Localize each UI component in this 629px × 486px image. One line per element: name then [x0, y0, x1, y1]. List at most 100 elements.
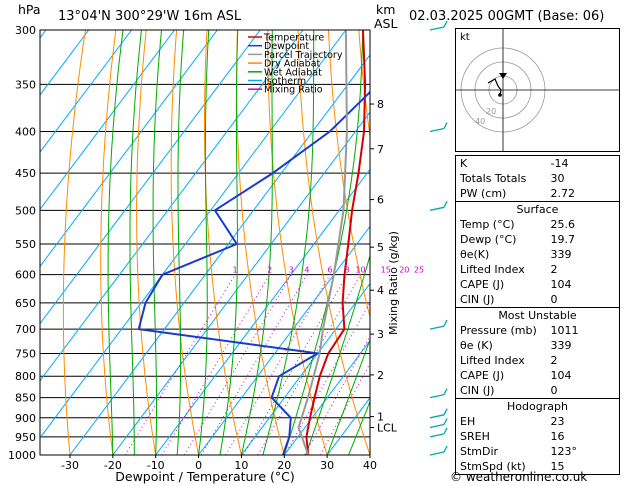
most-unstable-index-value: 0	[550, 384, 558, 397]
background-lines	[40, 30, 370, 455]
isotherm	[40, 30, 304, 382]
hodograph-title: Hodograph	[507, 400, 568, 413]
legend-entry: Temperature	[263, 33, 324, 44]
legend-entry: Parcel Trajectory	[264, 50, 343, 61]
dry-adiabat	[62, 30, 86, 455]
hodograph-index-row: StmDir 123°	[456, 444, 619, 459]
wet-adiabat	[176, 30, 185, 455]
isotherm	[69, 54, 370, 455]
wind-barb-staff	[429, 206, 445, 211]
wind-barb	[429, 201, 448, 211]
dry-adiabat	[170, 30, 200, 455]
wind-barb-staff	[429, 26, 445, 31]
wind-barb-flag	[443, 418, 448, 425]
isotherm	[40, 30, 133, 153]
height-tick-label: 1	[377, 411, 384, 424]
mixing-ratio-label: 10	[355, 266, 365, 275]
pressure-tick-label: 750	[15, 347, 36, 360]
wind-barb-staff	[429, 393, 445, 399]
pressure-tick-label: 550	[15, 238, 36, 251]
height-tick-label: 6	[377, 194, 384, 207]
dry-adiabat	[204, 30, 242, 455]
dewpoint-line	[137, 90, 370, 455]
most-unstable-index-row: CIN (J) 0	[456, 383, 619, 398]
pressure-tick-label: 950	[15, 431, 36, 444]
most-unstable-index-value: 339	[550, 339, 572, 352]
surface-index-row: θe(K) 339	[456, 247, 619, 262]
pressure-tick-label: 700	[15, 323, 36, 336]
hodograph-index-label: EH	[460, 415, 476, 428]
mixing-ratio-line	[184, 274, 292, 455]
wind-barb	[429, 427, 448, 438]
surface-index-value: 19.7	[550, 233, 576, 246]
x-axis-title: Dewpoint / Temperature (°C)	[115, 469, 294, 484]
mixing-ratio-label: 8	[344, 266, 349, 275]
temperature-tick-label: 40	[363, 459, 377, 472]
pressure-tick-label: 650	[15, 297, 36, 310]
temperature-tick-label: -20	[104, 459, 122, 472]
temperature-line	[305, 30, 367, 455]
isotherm	[241, 282, 370, 455]
wind-barb-staff	[429, 423, 445, 429]
dry-adiabat	[100, 30, 117, 455]
surface-index-label: Dewp (°C)	[460, 233, 517, 246]
wet-adiabat	[107, 30, 124, 455]
basic-index-value: -14	[550, 157, 569, 170]
basic-index-value: 30	[550, 172, 565, 185]
most-unstable-index-row: Lifted Index 2	[456, 353, 619, 368]
datetime-label: 02.03.2025 00GMT (Base: 06)	[409, 9, 605, 24]
legend-entry: Dry Adiabat	[264, 59, 321, 70]
isotherm	[40, 30, 347, 439]
parcel-trajectory-line	[297, 30, 348, 455]
wind-barb-staff	[429, 414, 445, 419]
hodograph-panel: kt 20 40	[455, 28, 620, 152]
mixing-ratio-line	[200, 274, 308, 455]
wind-barb-flag	[443, 408, 448, 416]
wind-barb-staff	[429, 451, 445, 456]
wet-adiabat	[262, 30, 315, 455]
surface-index-label: Lifted Index	[460, 263, 525, 276]
wet-adiabat	[240, 30, 273, 455]
hodograph-index-value: 23	[550, 415, 565, 428]
surface-index-value: 339	[550, 248, 572, 261]
surface-index-row: Lifted Index 2	[456, 262, 619, 277]
surface-index-value: 0	[550, 293, 558, 306]
most-unstable-index-label: θe (K)	[460, 339, 493, 352]
mixing-ratio-label: 1	[232, 266, 237, 275]
storm-motion-marker	[499, 73, 507, 79]
most-unstable-index-value: 104	[550, 369, 572, 382]
surface-index-label: CIN (J)	[460, 293, 495, 306]
pressure-tick-label: 450	[15, 167, 36, 180]
legend-entry: Dewpoint	[264, 41, 309, 52]
wind-barb	[429, 388, 448, 399]
wet-adiabat	[219, 30, 239, 455]
temperature-tick-label: 10	[234, 459, 248, 472]
mixing-ratio-line	[161, 274, 271, 455]
hodograph-index-value: 123°	[550, 445, 578, 458]
wind-barb-staff	[429, 433, 445, 438]
wind-barb-flag	[443, 122, 448, 129]
height-tick-label: 8	[377, 98, 384, 111]
basic-indices: K -14 Totals Totals 30 PW (cm) 2.72	[456, 156, 619, 201]
hodograph-index-row: StmSpd (kt) 15	[456, 459, 619, 474]
wet-adiabat	[198, 30, 210, 455]
height-tick-label: 7	[377, 143, 384, 156]
dry-adiabat	[136, 30, 157, 455]
height-tick-label: 3	[377, 328, 384, 341]
pressure-tick-label: 900	[15, 412, 36, 425]
height-unit-asl: ASL	[374, 16, 398, 31]
legend-entry: Mixing Ratio	[264, 85, 323, 96]
dry-adiabat	[236, 30, 285, 455]
most-unstable-index-value: 2	[550, 354, 558, 367]
surface-index-label: θe(K)	[460, 248, 490, 261]
plot-frame	[39, 29, 371, 456]
surface-index-value: 104	[550, 278, 572, 291]
wind-barb-flag	[443, 388, 448, 395]
legend-entry: Wet Adiabat	[264, 67, 322, 78]
mixing-ratio-label: 25	[414, 266, 424, 275]
isotherm	[40, 30, 218, 268]
wind-barb-flag	[443, 445, 448, 453]
height-tick-label: LCL	[377, 421, 398, 434]
